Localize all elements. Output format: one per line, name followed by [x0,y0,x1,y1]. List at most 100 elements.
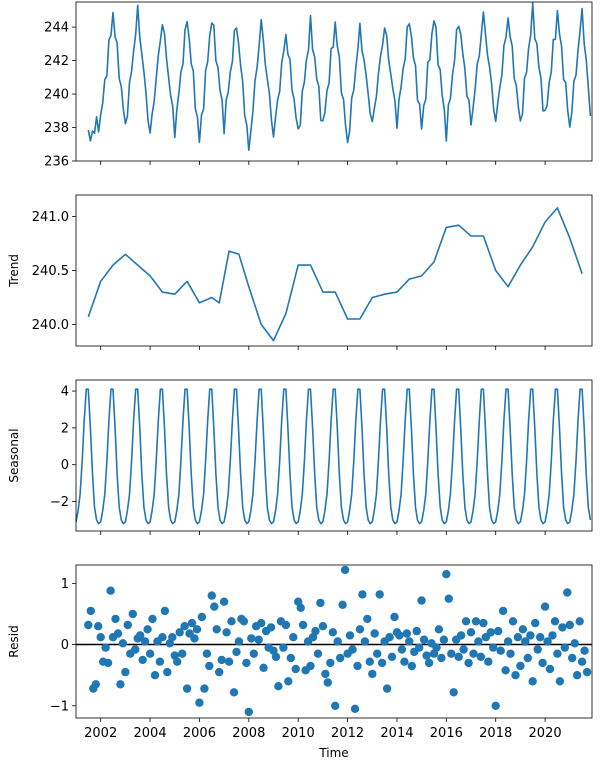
resid-point [182,684,192,693]
resid-point [138,655,147,665]
resid-point [543,637,552,646]
resid-point [321,669,330,679]
resid-point [454,652,463,661]
resid-point [247,634,256,643]
resid-axes-frame [75,564,593,719]
resid-point [328,628,337,637]
resid-point [397,645,407,654]
y-tick-label: 1 [61,577,69,592]
resid-point [565,620,574,630]
resid-point [234,637,244,646]
resid-point [387,652,397,661]
resid-point [417,596,426,605]
trend-series-line [87,207,583,342]
resid-point [461,617,471,626]
resid-point [345,631,355,640]
resid-point [316,598,325,608]
x-tick-label: 2002 [84,726,117,741]
x-tick-label: 2014 [380,726,413,741]
resid-point [365,657,374,666]
resid-point [407,661,416,671]
resid-point [496,646,505,655]
resid-point [501,666,510,675]
resid-point [375,590,384,599]
resid-point [498,606,508,616]
resid-point [395,631,404,640]
resid-point [540,602,550,611]
resid-point [242,658,251,668]
y-tick-label: −1 [50,699,69,714]
resid-panel: −1 0 1 2002 2004 2006 2008 2010 2012 2014 2016 2018… [7,564,593,741]
y-tick-label: 240.5 [32,264,69,279]
resid-point [506,649,515,658]
resid-point [382,684,392,693]
resid-point [286,653,295,663]
resid-point [200,684,209,693]
resid-point [313,649,323,658]
resid-point [136,631,145,640]
resid-point [195,698,204,707]
resid-point [548,631,557,640]
resid-point [224,657,234,666]
resid-point [232,647,241,657]
y-tick-label: 0 [61,638,69,653]
resid-point [259,663,268,672]
resid-point [350,704,360,713]
x-tick-label: 2010 [282,726,315,741]
resid-point [91,680,101,689]
resid-point [355,625,365,634]
resid-point [227,617,236,626]
x-tick-label: 2016 [430,726,463,741]
resid-point [113,629,123,638]
resid-point [155,657,165,666]
resid-point [466,628,476,637]
resid-point [326,658,335,668]
resid-point [205,661,214,671]
resid-point [178,649,187,658]
y-tick-label: 4 [61,385,69,400]
resid-point [526,631,535,640]
observed-axes-frame [75,1,593,162]
resid-point [419,635,429,644]
resid-point [306,661,315,671]
resid-y-axis-label: Resid [7,625,21,657]
resid-point [412,626,421,636]
resid-point [508,617,518,626]
resid-point [338,600,347,609]
y-tick-label: 236 [44,155,69,170]
resid-point [111,614,120,624]
resid-point [370,629,379,638]
resid-point [377,658,387,668]
resid-point [558,623,567,632]
resid-point [348,645,357,654]
resid-point [180,622,189,631]
resid-point [405,637,414,646]
observed-series-line [87,2,592,151]
resid-point [422,651,431,660]
resid-point [163,667,172,677]
resid-point [486,628,495,637]
resid-point [528,677,537,686]
resid-point [202,649,212,658]
x-tick-label: 2012 [331,726,364,741]
resid-point [148,614,157,624]
resid-point [432,643,441,652]
resid-point [575,617,584,626]
resid-point [121,667,130,677]
resid-point [358,590,367,599]
seasonal-series-line [75,388,592,525]
resid-point [518,625,528,634]
resid-point [331,701,340,710]
resid-point [513,633,523,642]
x-tick-label: 2006 [183,726,216,741]
resid-point [160,606,170,616]
resid-point [217,655,226,665]
resid-point [244,707,253,717]
resid-point [390,612,399,622]
resid-point [444,594,453,603]
resid-point [318,622,328,631]
resid-point [434,625,444,634]
resid-point [573,671,582,680]
y-tick-label: 242 [44,54,69,69]
resid-point [449,688,458,697]
